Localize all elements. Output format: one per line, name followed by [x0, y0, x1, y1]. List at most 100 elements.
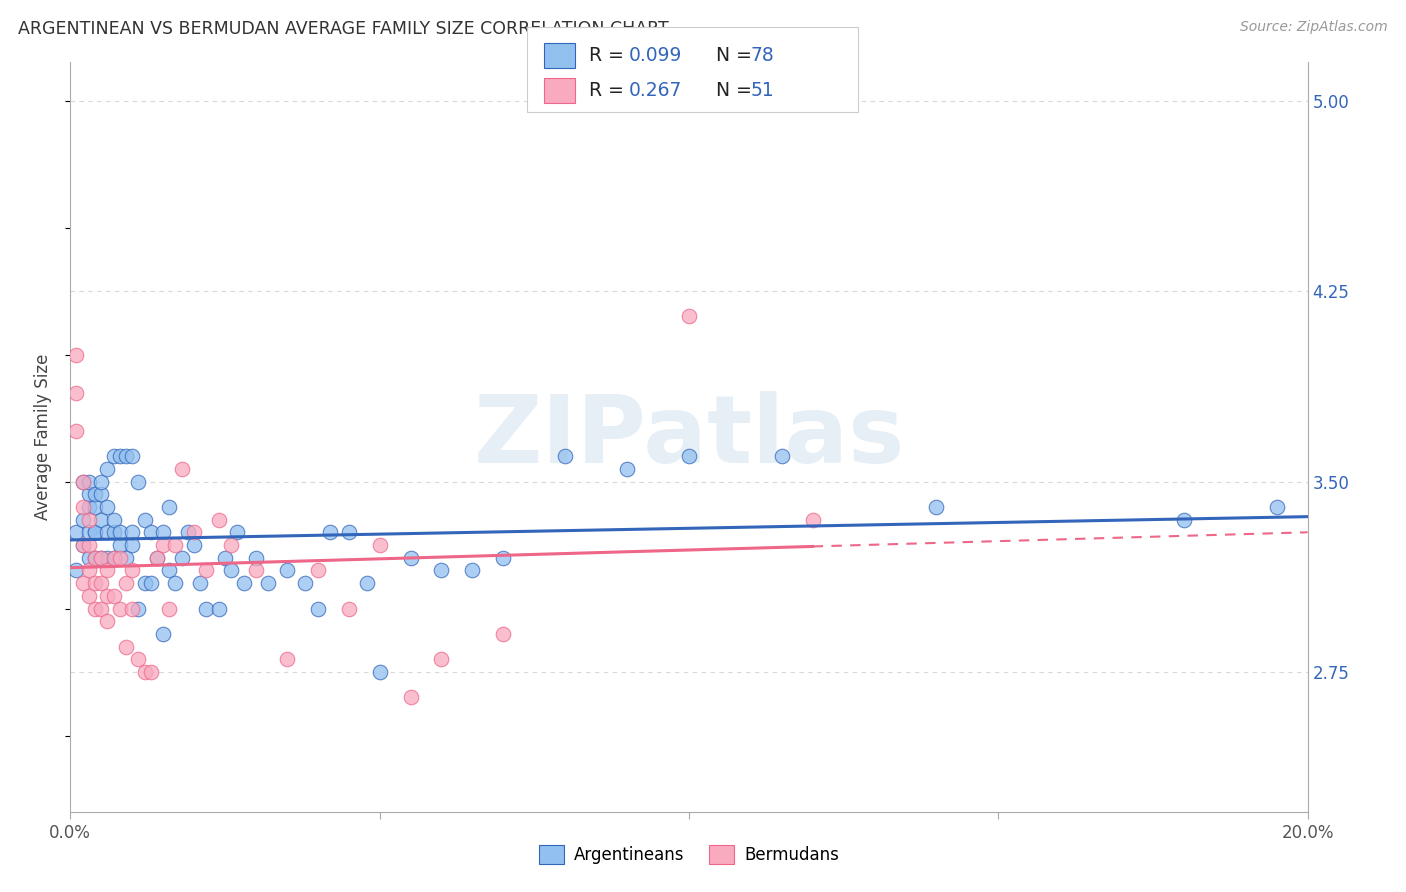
Text: 51: 51 — [751, 80, 775, 100]
Point — [430, 563, 453, 577]
Point — [139, 665, 162, 679]
Point — [208, 601, 231, 615]
Point — [84, 487, 107, 501]
Point — [801, 513, 824, 527]
Point — [146, 550, 169, 565]
Point — [770, 449, 793, 463]
Point — [177, 525, 200, 540]
Point — [134, 576, 156, 591]
Point — [65, 385, 87, 400]
Point — [183, 525, 205, 540]
Point — [96, 500, 118, 514]
Point — [77, 475, 100, 489]
Text: 0.099: 0.099 — [628, 45, 682, 65]
Text: R =: R = — [589, 80, 630, 100]
Point — [127, 475, 149, 489]
Point — [84, 550, 107, 565]
Point — [65, 563, 87, 577]
Point — [337, 525, 360, 540]
Point — [77, 525, 100, 540]
Point — [276, 652, 298, 666]
Point — [77, 538, 100, 552]
Point — [108, 550, 131, 565]
Point — [307, 563, 329, 577]
Point — [1173, 513, 1195, 527]
Point — [139, 525, 162, 540]
Point — [152, 538, 174, 552]
Point — [195, 601, 218, 615]
Legend: Argentineans, Bermudans: Argentineans, Bermudans — [531, 838, 846, 871]
Point — [492, 627, 515, 641]
Point — [90, 576, 112, 591]
Point — [183, 538, 205, 552]
Text: 78: 78 — [751, 45, 775, 65]
Point — [108, 525, 131, 540]
Point — [492, 550, 515, 565]
Point — [103, 513, 125, 527]
Point — [245, 563, 267, 577]
Point — [257, 576, 280, 591]
Point — [152, 627, 174, 641]
Point — [103, 550, 125, 565]
Point — [226, 525, 249, 540]
Point — [121, 525, 143, 540]
Point — [115, 550, 138, 565]
Point — [84, 500, 107, 514]
Point — [115, 640, 138, 654]
Point — [115, 576, 138, 591]
Point — [430, 652, 453, 666]
Text: ARGENTINEAN VS BERMUDAN AVERAGE FAMILY SIZE CORRELATION CHART: ARGENTINEAN VS BERMUDAN AVERAGE FAMILY S… — [18, 20, 669, 37]
Point — [139, 576, 162, 591]
Point — [77, 500, 100, 514]
Point — [65, 424, 87, 438]
Point — [157, 500, 180, 514]
Point — [96, 525, 118, 540]
Point — [72, 475, 94, 489]
Point — [368, 538, 391, 552]
Point — [554, 449, 576, 463]
Point — [232, 576, 254, 591]
Point — [96, 589, 118, 603]
Point — [72, 576, 94, 591]
Point — [208, 513, 231, 527]
Point — [72, 538, 94, 552]
Point — [616, 462, 638, 476]
Point — [77, 589, 100, 603]
Point — [368, 665, 391, 679]
Point — [108, 601, 131, 615]
Point — [108, 538, 131, 552]
Point — [84, 601, 107, 615]
Point — [319, 525, 342, 540]
Point — [146, 550, 169, 565]
Point — [134, 513, 156, 527]
Point — [245, 550, 267, 565]
Point — [90, 513, 112, 527]
Point — [356, 576, 378, 591]
Point — [103, 550, 125, 565]
Point — [90, 550, 112, 565]
Point — [77, 513, 100, 527]
Point — [121, 563, 143, 577]
Point — [121, 538, 143, 552]
Point — [96, 462, 118, 476]
Point — [90, 487, 112, 501]
Point — [90, 475, 112, 489]
Point — [157, 563, 180, 577]
Text: 0.267: 0.267 — [628, 80, 682, 100]
Point — [294, 576, 316, 591]
Point — [157, 601, 180, 615]
Point — [170, 462, 193, 476]
Point — [84, 525, 107, 540]
Point — [96, 563, 118, 577]
Point — [103, 449, 125, 463]
Text: ZIPatlas: ZIPatlas — [474, 391, 904, 483]
Point — [399, 550, 422, 565]
Point — [195, 563, 218, 577]
Point — [134, 665, 156, 679]
Point — [72, 538, 94, 552]
Point — [90, 550, 112, 565]
Point — [152, 525, 174, 540]
Point — [188, 576, 211, 591]
Point — [214, 550, 236, 565]
Point — [77, 487, 100, 501]
